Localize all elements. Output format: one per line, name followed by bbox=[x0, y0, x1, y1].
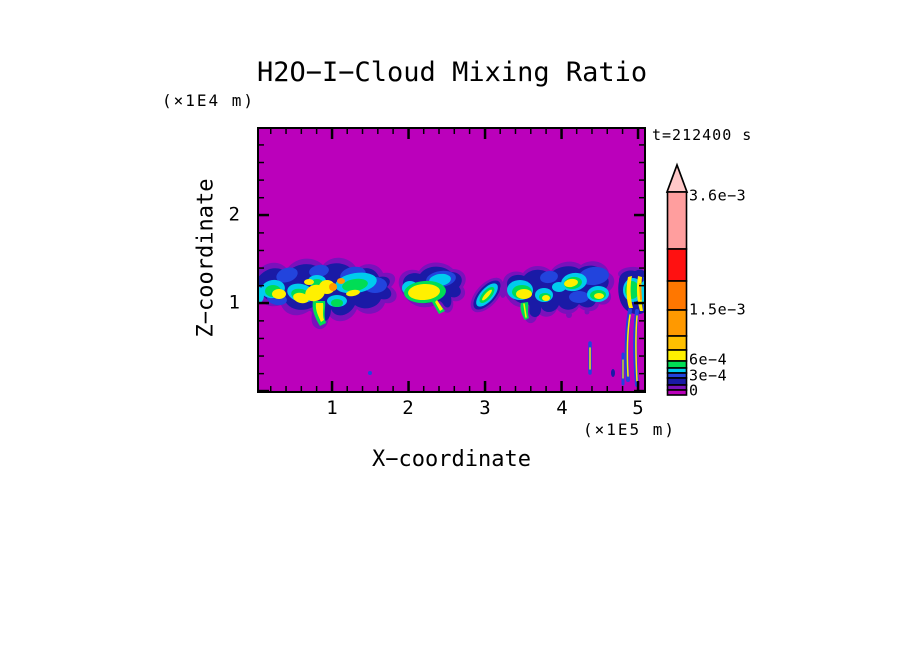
colorbar-arrow-top bbox=[665, 162, 689, 193]
x-tick-label: 1 bbox=[326, 397, 338, 419]
cloud-field-svg bbox=[257, 127, 646, 393]
y-axis-title: Z−coordinate bbox=[193, 178, 219, 338]
cloud-cluster-b bbox=[398, 262, 466, 314]
colorbar bbox=[665, 162, 689, 396]
cloud-cluster-d bbox=[499, 261, 615, 324]
x-tick-label: 5 bbox=[632, 397, 644, 419]
x-axis-title: X−coordinate bbox=[372, 447, 531, 472]
colorbar-label: 0 bbox=[689, 381, 699, 400]
plot-area bbox=[257, 127, 646, 393]
colorbar-label: 1.5e−3 bbox=[689, 300, 747, 319]
chart-title: H2O−I−Cloud Mixing Ratio bbox=[257, 57, 648, 88]
colorbar-segments bbox=[666, 191, 688, 396]
colorbar-label: 6e−4 bbox=[689, 350, 728, 369]
x-tick-label: 4 bbox=[556, 397, 568, 419]
cloud-cluster-c bbox=[470, 277, 504, 313]
x-axis-unit-label: (×1E5 m) bbox=[582, 420, 676, 439]
time-annotation: t=212400 s bbox=[652, 126, 753, 144]
y-tick-label: 2 bbox=[228, 203, 240, 226]
y-axis-unit-label: (×1E4 m) bbox=[162, 91, 256, 110]
colorbar-label: 3e−4 bbox=[689, 366, 728, 385]
y-tick-label: 1 bbox=[228, 291, 240, 314]
x-tick-label: 2 bbox=[402, 397, 414, 419]
x-tick-label: 3 bbox=[479, 397, 491, 419]
colorbar-label: 3.6e−3 bbox=[689, 186, 747, 205]
field-background bbox=[257, 127, 646, 393]
